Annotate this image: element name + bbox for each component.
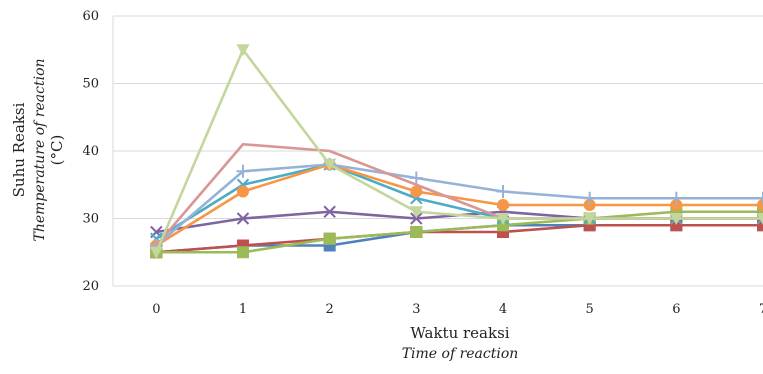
x-tick-label: 4 xyxy=(499,302,507,317)
y-axis-unit: (°C) xyxy=(48,135,66,166)
data-point-circle xyxy=(497,199,509,211)
x-tick-label: 2 xyxy=(326,302,334,317)
y-tick-label: 50 xyxy=(82,77,99,92)
tick-labels: 20 30 40 50 60 0 1 2 3 4 5 6 7 xyxy=(82,9,763,317)
y-tick-label: 20 xyxy=(82,279,99,294)
x-tick-label: 1 xyxy=(239,302,247,317)
x-tick-label: 5 xyxy=(586,302,594,317)
y-tick-label: 60 xyxy=(82,9,99,24)
x-tick-label: 3 xyxy=(412,302,420,317)
y-axis-subtitle: Themperature of reaction xyxy=(32,58,48,241)
data-point-square xyxy=(411,227,422,238)
x-axis-subtitle: Time of reaction xyxy=(402,346,519,362)
y-tick-label: 30 xyxy=(82,212,99,227)
x-tick-label: 0 xyxy=(152,302,160,317)
data-point-plus xyxy=(497,185,510,198)
data-point-square xyxy=(324,233,335,244)
x-tick-label: 6 xyxy=(672,302,680,317)
data-point-square xyxy=(238,247,249,258)
y-tick-label: 40 xyxy=(82,144,99,159)
gridlines xyxy=(113,16,763,286)
x-tick-label: 7 xyxy=(759,302,763,317)
y-axis-title: Suhu Reaksi xyxy=(10,102,28,197)
data-point-circle xyxy=(237,186,249,198)
x-axis-title: Waktu reaksi xyxy=(410,324,509,342)
